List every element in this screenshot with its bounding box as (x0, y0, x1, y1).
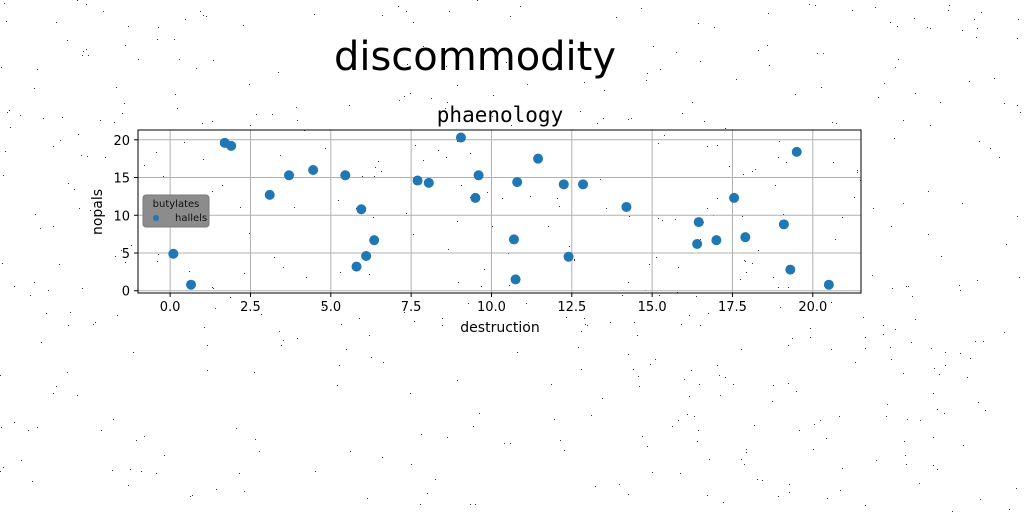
data-point (264, 189, 275, 200)
data-point (692, 238, 703, 249)
x-tick-label: 20.0 (798, 300, 827, 315)
data-point (621, 201, 632, 212)
legend-entry-hallels: hallels (175, 213, 207, 224)
x-tick-label: 5.0 (320, 300, 341, 315)
legend-title: butylates (153, 199, 200, 210)
y-axis-label: nopals (90, 189, 106, 235)
x-axis-ticks: 0.0 2.5 5.0 7.5 10.0 12.5 15.0 17.5 20.0 (160, 293, 827, 315)
legend-box (142, 194, 210, 228)
grid-lines (138, 130, 861, 293)
y-tick-label: 10 (113, 209, 130, 224)
figure-suptitle: discommodity (334, 34, 616, 80)
data-point (510, 274, 521, 285)
x-tick-label: 2.5 (240, 300, 261, 315)
data-point (791, 146, 802, 157)
data-point (340, 170, 351, 181)
x-axis-label: destruction (460, 320, 539, 336)
scatter-points (168, 132, 834, 290)
data-point (508, 234, 519, 245)
data-point (308, 164, 319, 175)
y-tick-label: 15 (113, 172, 130, 187)
data-point (470, 192, 481, 203)
x-tick-label: 10.0 (477, 300, 506, 315)
data-point (693, 217, 704, 228)
data-point (423, 177, 434, 188)
x-tick-label: 7.5 (401, 300, 422, 315)
chart-title: phaenology (437, 103, 563, 127)
data-point (558, 179, 569, 190)
plot-frame (137, 129, 862, 294)
data-point (455, 132, 466, 143)
data-point (512, 177, 523, 188)
x-tick-label: 12.5 (557, 300, 586, 315)
data-point (369, 235, 380, 246)
data-point (740, 232, 751, 243)
y-tick-label: 20 (113, 134, 130, 149)
data-point (168, 248, 179, 259)
legend: butylates hallels (142, 194, 210, 228)
x-tick-label: 15.0 (638, 300, 667, 315)
legend-marker (153, 215, 159, 221)
data-point (361, 251, 372, 262)
data-point (711, 235, 722, 246)
data-point (186, 279, 197, 290)
y-axis-ticks: 0 5 10 15 20 (113, 134, 138, 300)
data-point (823, 279, 834, 290)
data-point (578, 179, 589, 190)
data-point (226, 140, 237, 151)
data-point (356, 204, 367, 215)
data-point (412, 175, 423, 186)
data-point (785, 264, 796, 275)
data-point (778, 219, 789, 230)
data-point (729, 192, 740, 203)
x-tick-label: 17.5 (718, 300, 747, 315)
x-tick-label: 0.0 (160, 300, 181, 315)
data-point (533, 153, 544, 164)
y-tick-label: 0 (122, 285, 130, 300)
data-point (473, 170, 484, 181)
data-point (563, 251, 574, 262)
data-point (351, 261, 362, 272)
y-tick-label: 5 (122, 247, 130, 262)
data-point (284, 170, 295, 181)
